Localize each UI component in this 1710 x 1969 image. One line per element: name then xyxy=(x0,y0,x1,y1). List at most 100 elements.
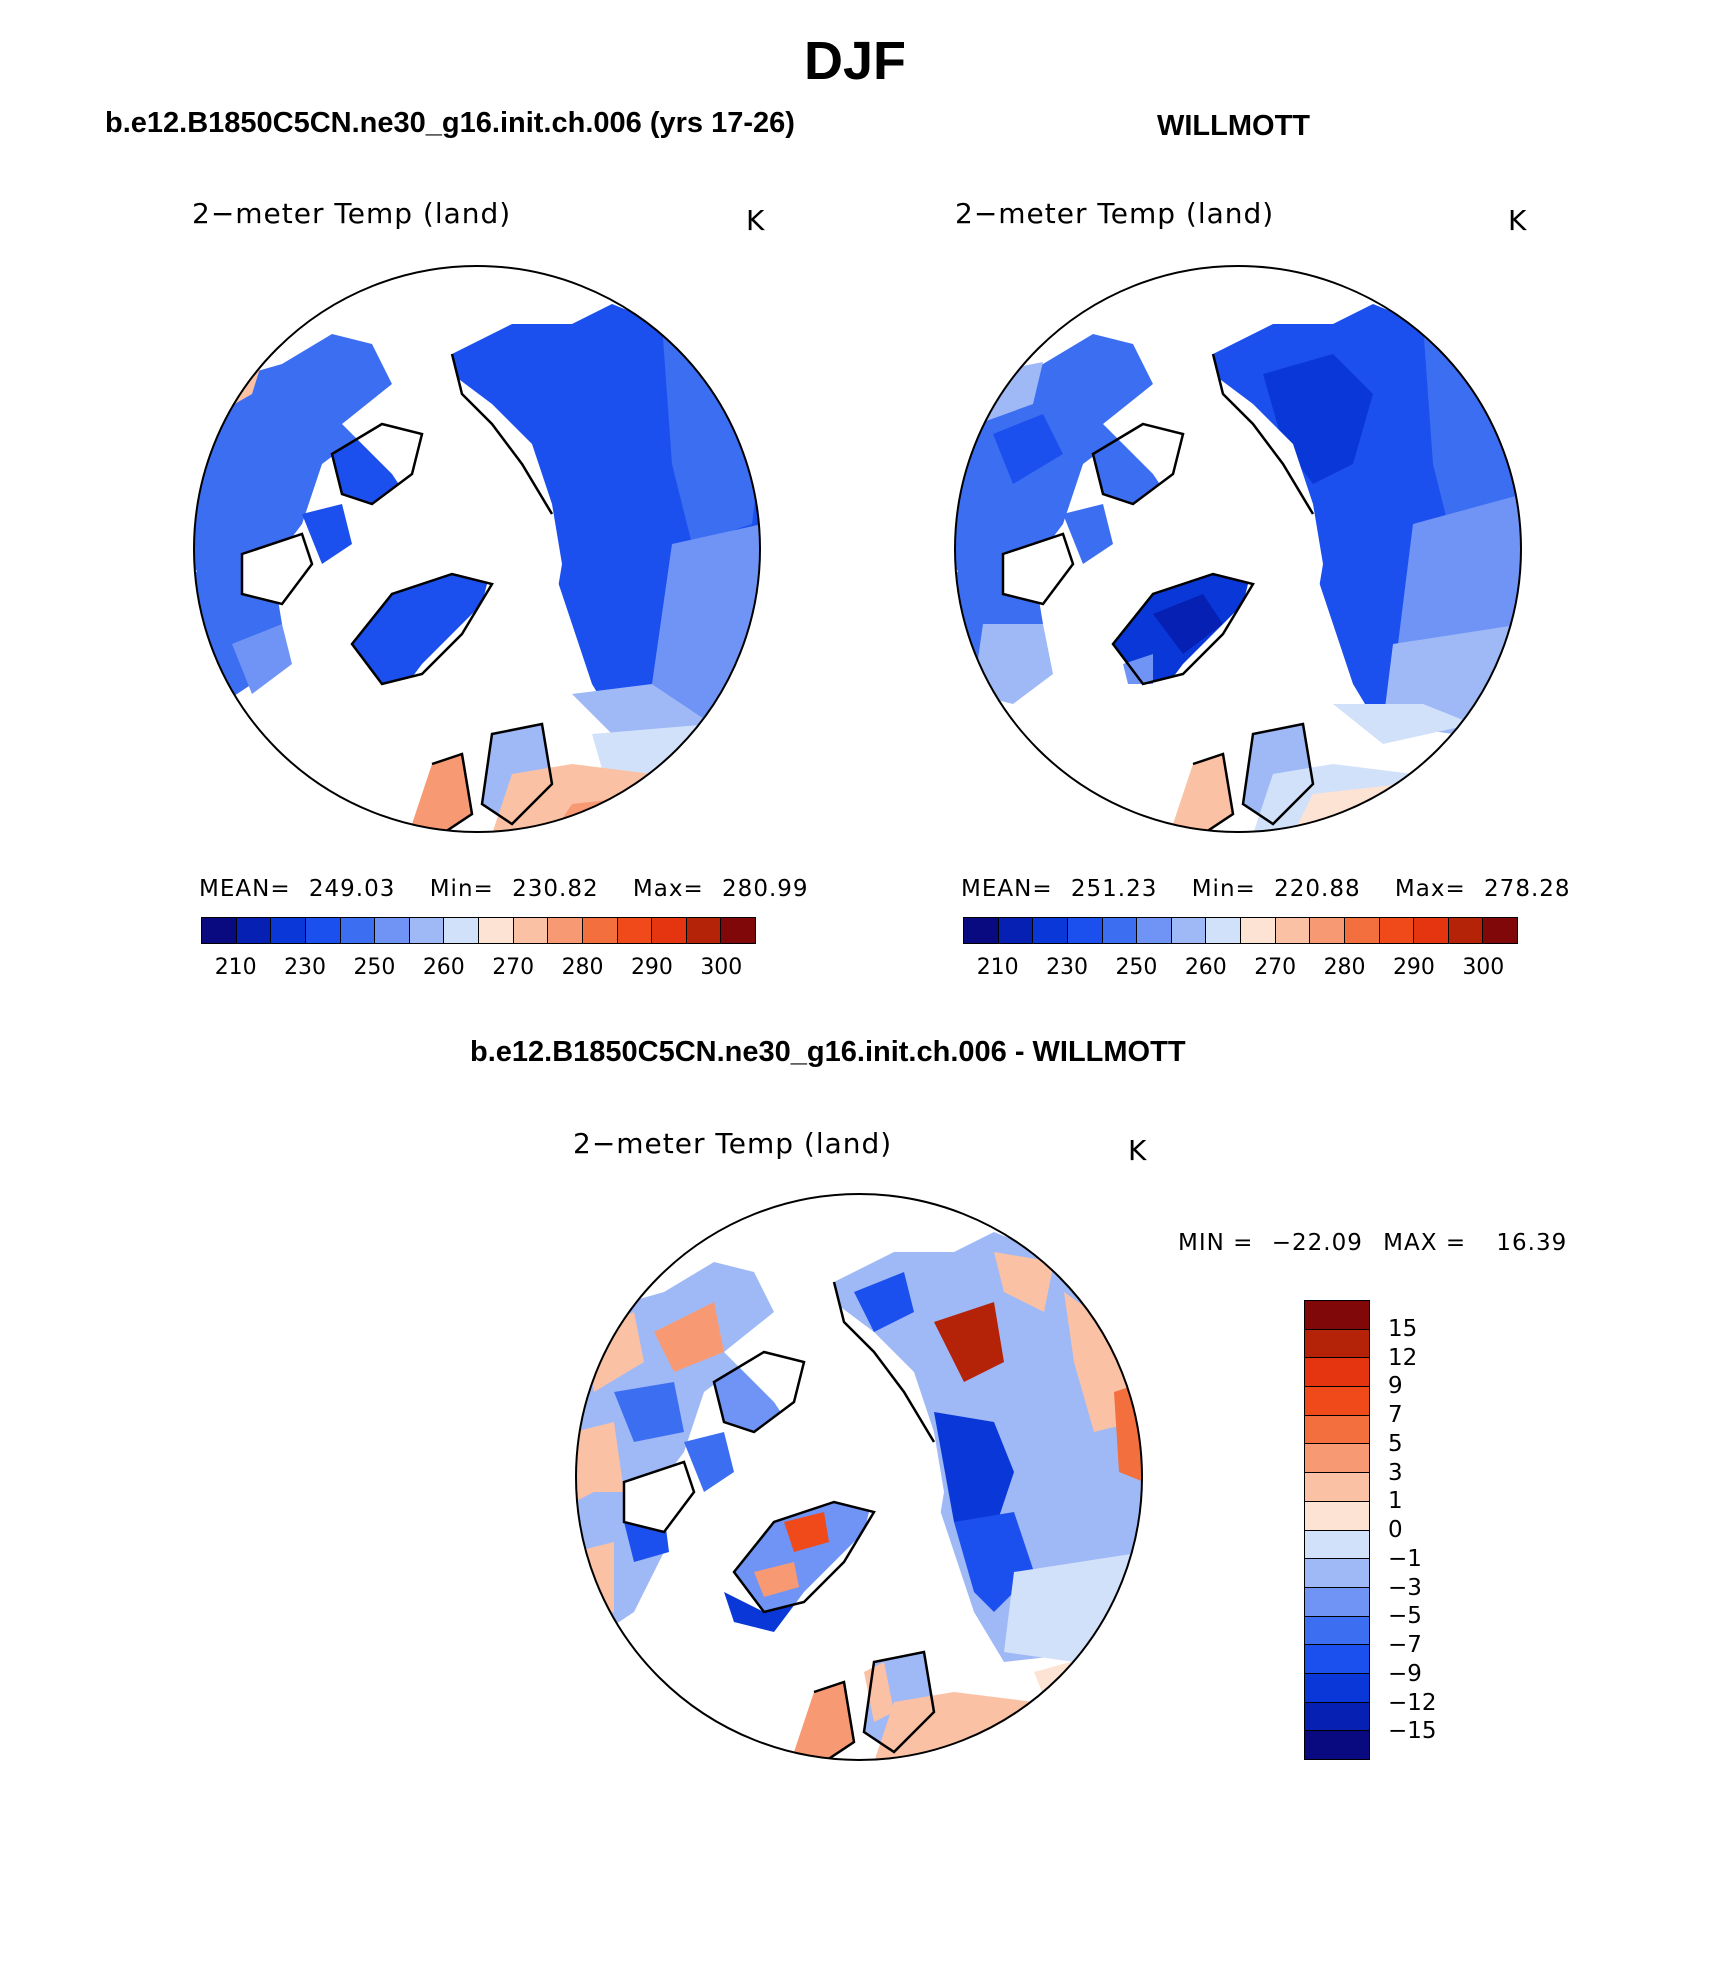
model-case-title: b.e12.B1850C5CN.ne30_g16.init.ch.006 (yr… xyxy=(105,107,795,139)
obs-variable-label: 2−meter Temp (land) xyxy=(955,197,1275,230)
obs-colorbar-cell xyxy=(1102,918,1138,943)
diff-colorbar-cell xyxy=(1305,1301,1369,1330)
diff-colorbar-cell xyxy=(1305,1731,1369,1759)
obs-colorbar-cell xyxy=(1414,918,1449,943)
colorbar-tick-label: −1 xyxy=(1388,1545,1422,1572)
diff-colorbar xyxy=(1304,1300,1370,1760)
obs-colorbar-cell xyxy=(1067,918,1103,943)
colorbar-tick-label: 300 xyxy=(1462,955,1505,980)
model-colorbar-cell xyxy=(444,918,479,943)
diff-min-label: MIN = xyxy=(1178,1230,1254,1256)
model-colorbar-cell xyxy=(686,918,722,943)
obs-colorbar-cell xyxy=(1137,918,1172,943)
colorbar-tick-label: 230 xyxy=(1046,955,1089,980)
model-colorbar-cell xyxy=(548,918,583,943)
model-colorbar-cell xyxy=(271,918,306,943)
diff-case-title: b.e12.B1850C5CN.ne30_g16.init.ch.006 - W… xyxy=(470,1036,1186,1068)
model-colorbar-cell xyxy=(236,918,272,943)
obs-colorbar-cell xyxy=(1241,918,1276,943)
obs-colorbar-cell xyxy=(964,918,999,943)
model-colorbar-cell xyxy=(479,918,514,943)
obs-colorbar-ticks: 210 230 250 260 270 280 290 300 xyxy=(963,955,1518,985)
obs-max-label: Max= xyxy=(1394,876,1466,902)
colorbar-tick-label: 300 xyxy=(700,955,743,980)
obs-colorbar-cell xyxy=(1206,918,1241,943)
diff-variable-label: 2−meter Temp (land) xyxy=(573,1127,893,1160)
colorbar-tick-label: 15 xyxy=(1388,1315,1418,1342)
obs-mean-value: 251.23 xyxy=(1070,876,1158,902)
diff-colorbar-cell xyxy=(1305,1329,1369,1359)
model-polar-map xyxy=(193,265,761,833)
model-variable-label: 2−meter Temp (land) xyxy=(192,197,512,230)
model-colorbar-cell xyxy=(513,918,549,943)
colorbar-tick-label: −5 xyxy=(1388,1603,1422,1630)
colorbar-tick-label: 0 xyxy=(1388,1517,1403,1543)
obs-colorbar xyxy=(963,917,1518,944)
colorbar-tick-label: 12 xyxy=(1388,1344,1418,1371)
obs-polar-map xyxy=(954,265,1522,833)
colorbar-tick-label: 230 xyxy=(284,955,327,980)
colorbar-tick-label: 280 xyxy=(1323,955,1366,980)
colorbar-tick-label: −12 xyxy=(1388,1689,1437,1716)
diff-stats: MIN = −22.09 MAX = 16.39 xyxy=(1178,1230,1567,1256)
obs-colorbar-cell xyxy=(1171,918,1207,943)
model-colorbar-cell xyxy=(721,918,755,943)
diff-colorbar-cell xyxy=(1305,1444,1369,1474)
diff-min-value: −22.09 xyxy=(1271,1230,1363,1256)
colorbar-tick-label: 3 xyxy=(1388,1459,1403,1486)
figure-title: DJF xyxy=(803,31,906,91)
colorbar-tick-label: 290 xyxy=(1392,955,1435,980)
colorbar-tick-label: 280 xyxy=(561,955,604,980)
colorbar-tick-label: 260 xyxy=(1184,955,1227,980)
diff-colorbar-cell xyxy=(1305,1702,1369,1732)
model-colorbar-cell xyxy=(582,918,618,943)
diff-colorbar-cell xyxy=(1305,1473,1369,1502)
colorbar-tick-label: 290 xyxy=(630,955,673,980)
diff-colorbar-cell xyxy=(1305,1587,1369,1617)
model-colorbar-cell xyxy=(409,918,445,943)
diff-colorbar-cell xyxy=(1305,1673,1369,1703)
obs-colorbar-cell xyxy=(1448,918,1484,943)
model-colorbar-cell xyxy=(652,918,687,943)
model-min-label: Min= xyxy=(429,876,494,902)
colorbar-tick-label: 5 xyxy=(1388,1430,1403,1457)
obs-units-label: K xyxy=(1508,204,1527,237)
diff-colorbar-ticks: 15 12 9 7 5 3 1 0 −1 −3 −5 −7 −9 −12 −15 xyxy=(1388,1300,1448,1760)
model-colorbar-cell xyxy=(375,918,410,943)
colorbar-tick-label: 270 xyxy=(1254,955,1297,980)
model-colorbar-ticks: 210 230 250 260 270 280 290 300 xyxy=(201,955,756,985)
obs-min-label: Min= xyxy=(1191,876,1256,902)
model-colorbar xyxy=(201,917,756,944)
colorbar-tick-label: 210 xyxy=(976,955,1019,980)
diff-colorbar-cell xyxy=(1305,1358,1369,1388)
diff-colorbar-cell xyxy=(1305,1501,1369,1531)
obs-colorbar-cell xyxy=(1379,918,1415,943)
obs-stats: MEAN= 251.23 Min= 220.88 Max= 278.28 xyxy=(961,876,1571,902)
diff-colorbar-cell xyxy=(1305,1616,1369,1646)
diff-polar-map xyxy=(575,1193,1143,1761)
colorbar-tick-label: −3 xyxy=(1388,1574,1422,1601)
colorbar-tick-label: −15 xyxy=(1388,1718,1437,1745)
diff-colorbar-cell xyxy=(1305,1387,1369,1416)
model-max-value: 280.99 xyxy=(722,876,809,902)
colorbar-tick-label: 270 xyxy=(492,955,535,980)
diff-colorbar-cell xyxy=(1305,1530,1369,1560)
obs-colorbar-cell xyxy=(998,918,1034,943)
obs-max-value: 278.28 xyxy=(1484,876,1571,902)
model-colorbar-cell xyxy=(305,918,341,943)
colorbar-tick-label: 1 xyxy=(1388,1488,1403,1515)
obs-case-title: WILLMOTT xyxy=(1157,110,1311,142)
colorbar-tick-label: 250 xyxy=(353,955,396,980)
colorbar-tick-label: 9 xyxy=(1388,1373,1403,1400)
model-units-label: K xyxy=(746,204,765,237)
obs-colorbar-cell xyxy=(1483,918,1517,943)
model-stats: MEAN= 249.03 Min= 230.82 Max= 280.99 xyxy=(199,876,809,902)
model-mean-label: MEAN= xyxy=(199,876,291,902)
diff-colorbar-cell xyxy=(1305,1645,1369,1674)
model-mean-value: 249.03 xyxy=(308,876,396,902)
model-colorbar-cell xyxy=(617,918,653,943)
diff-colorbar-cell xyxy=(1305,1559,1369,1588)
model-max-label: Max= xyxy=(632,876,704,902)
model-min-value: 230.82 xyxy=(512,876,599,902)
diff-max-value: 16.39 xyxy=(1496,1230,1568,1256)
